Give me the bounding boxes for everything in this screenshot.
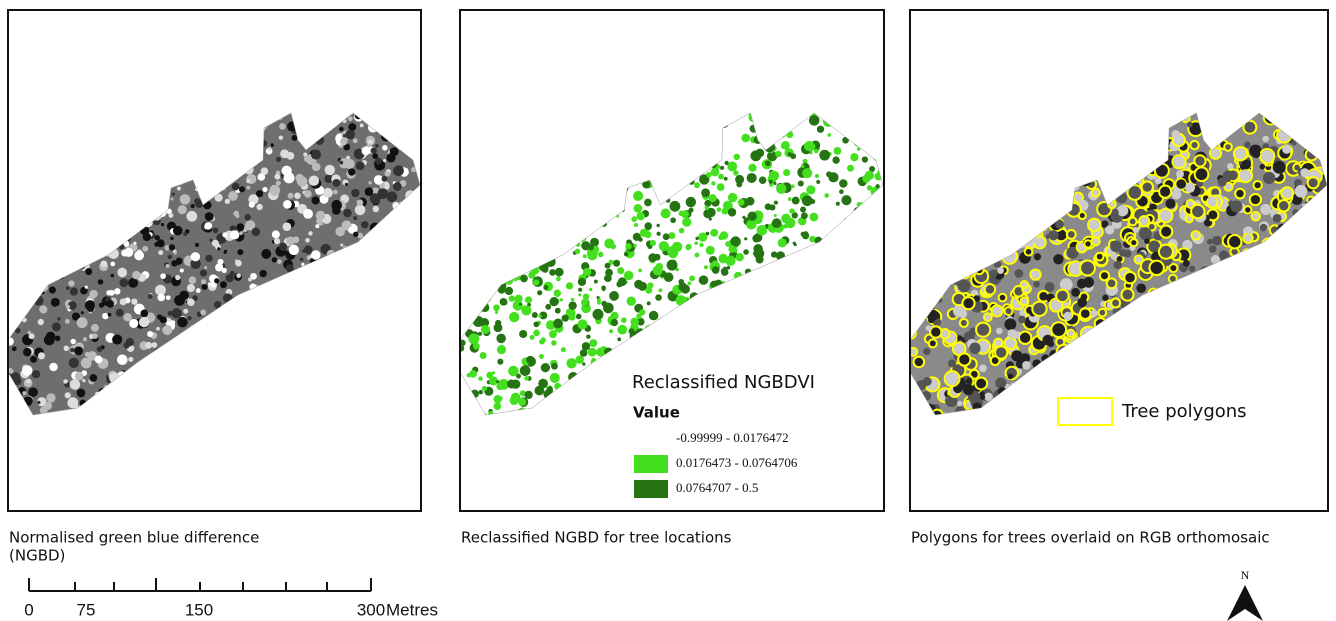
legend-label: 0.0764707 - 0.5 (676, 480, 758, 495)
legend-label: -0.99999 - 0.0176472 (676, 430, 789, 445)
caption: (NGBD) (9, 547, 65, 565)
map-panel: Polygons for trees overlaid on RGB ortho… (903, 10, 1333, 547)
legend: Reclassified NGBDVI Value -0.99999 - 0.017… (632, 372, 815, 498)
legend-subtitle: Value (633, 404, 680, 422)
raster (903, 98, 1333, 428)
legend: Tree polygons (1058, 398, 1247, 425)
legend-swatch (634, 480, 668, 498)
north-label: N (1241, 568, 1250, 582)
map-panel: Reclassified NGBD for tree locations (457, 10, 889, 547)
figure: Normalised green blue difference(NGBD) Re… (0, 0, 1336, 621)
caption: Normalised green blue difference (9, 529, 259, 547)
map-panel: Normalised green blue difference(NGBD) (4, 10, 424, 565)
legend-title: Reclassified NGBDVI (632, 372, 815, 393)
scale-bar (29, 578, 371, 591)
legend-swatch (634, 430, 668, 448)
legend-label: Tree polygons (1121, 401, 1247, 422)
legend-label: 0.0176473 - 0.0764706 (676, 455, 798, 470)
legend-swatch (634, 455, 668, 473)
scale-label: 150 (185, 600, 213, 619)
caption: Polygons for trees overlaid on RGB ortho… (911, 529, 1270, 547)
scale-label: 0 (24, 600, 33, 619)
caption: Reclassified NGBD for tree locations (461, 529, 732, 547)
scale-label: 300 (357, 600, 385, 619)
legend-swatch (1058, 398, 1112, 425)
raster (4, 100, 424, 429)
scale-label: 75 (77, 600, 96, 619)
scale-unit: Metres (386, 600, 438, 619)
north-arrow (1227, 585, 1263, 621)
